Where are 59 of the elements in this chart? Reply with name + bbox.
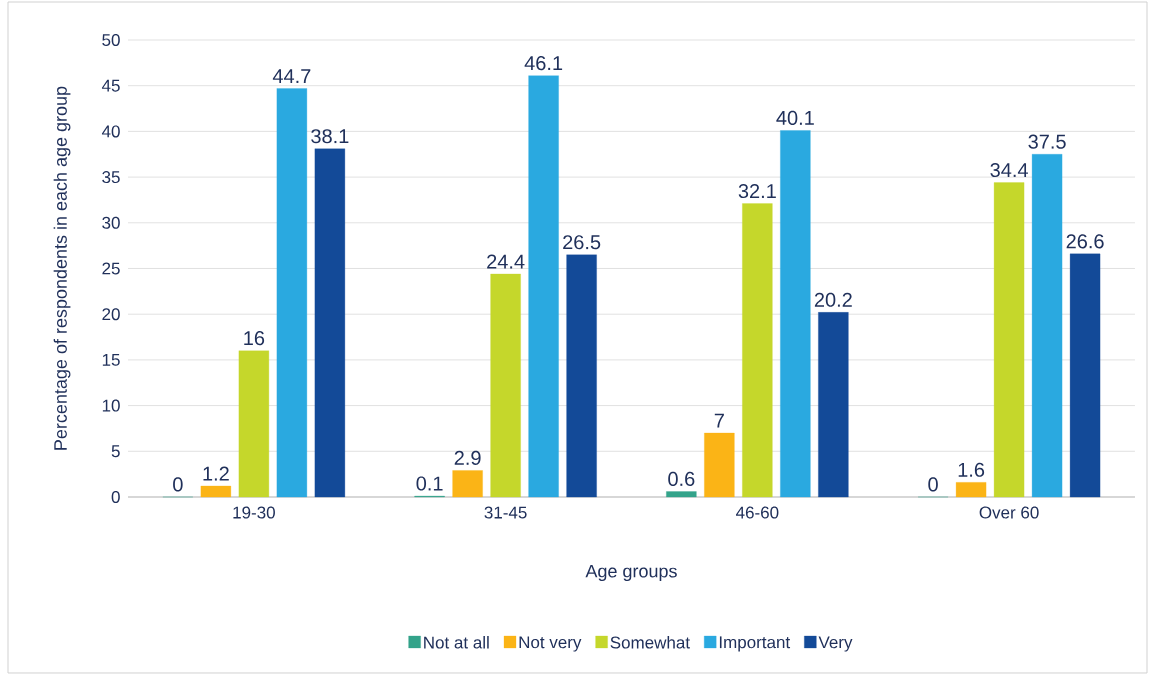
bar: [528, 75, 559, 498]
y-tick-label: 5: [111, 445, 120, 458]
data-label: 1.2: [203, 466, 229, 481]
data-label: 37.5: [1028, 134, 1066, 149]
y-axis-title: Percentage of respondents in each age group: [53, 86, 71, 450]
legend-label: Important: [719, 636, 791, 652]
bar: [566, 254, 597, 498]
data-label: 34.4: [990, 162, 1028, 178]
x-axis-title: Age groups: [585, 564, 677, 582]
data-label: 44.7: [272, 69, 311, 83]
y-tick-label: 50: [102, 33, 120, 47]
y-tick-label: 30: [102, 216, 120, 229]
data-label: 7: [714, 413, 724, 428]
x-tick-label: 46-60: [736, 506, 779, 519]
bar: [993, 182, 1025, 498]
y-tick-label: 25: [102, 262, 120, 275]
data-label: 20.2: [814, 292, 852, 307]
x-tick-label: 31-45: [484, 506, 527, 519]
bar: [1069, 253, 1101, 498]
bar: [955, 482, 987, 498]
data-label: 38.1: [311, 129, 349, 144]
data-label: 16: [244, 331, 265, 346]
legend-label: Not at all: [424, 636, 489, 649]
data-label: 0: [173, 477, 183, 492]
data-label: 26.6: [1066, 234, 1104, 249]
data-label: 0.1: [416, 476, 443, 491]
x-tick-label: Over 60: [979, 506, 1039, 519]
y-tick-label: 40: [101, 125, 120, 138]
y-tick-label: 20: [102, 308, 120, 321]
data-label: 40.1: [776, 110, 814, 125]
legend-label: Somewhat: [610, 636, 690, 649]
bar: [780, 130, 811, 498]
data-label: 32.1: [738, 183, 776, 199]
data-label: 26.5: [563, 235, 601, 250]
y-tick-label: 15: [102, 353, 120, 366]
legend-label: Not very: [519, 636, 582, 652]
y-tick-label: 35: [102, 171, 120, 184]
y-tick-label: 0: [111, 490, 120, 504]
data-label: 0: [928, 477, 938, 492]
bar: [742, 203, 773, 498]
bar: [666, 491, 697, 498]
bar: [490, 273, 521, 498]
x-tick-label: 19-30: [233, 506, 275, 519]
y-tick-label: 45: [101, 79, 120, 92]
bar: [276, 88, 308, 498]
bar: [200, 485, 232, 498]
legend-label: Very: [818, 636, 853, 652]
data-label: 46.1: [524, 56, 563, 71]
bar: [238, 350, 270, 498]
bar: [704, 432, 735, 498]
bar: [452, 470, 483, 498]
y-tick-label: 10: [102, 399, 120, 412]
data-label: 0.6: [668, 471, 695, 487]
bar: [818, 312, 849, 498]
data-label: 24.4: [487, 254, 525, 269]
bar: [1031, 154, 1063, 498]
bar: [314, 148, 346, 498]
data-label: 2.9: [454, 450, 481, 465]
data-label: 1.6: [958, 462, 985, 477]
